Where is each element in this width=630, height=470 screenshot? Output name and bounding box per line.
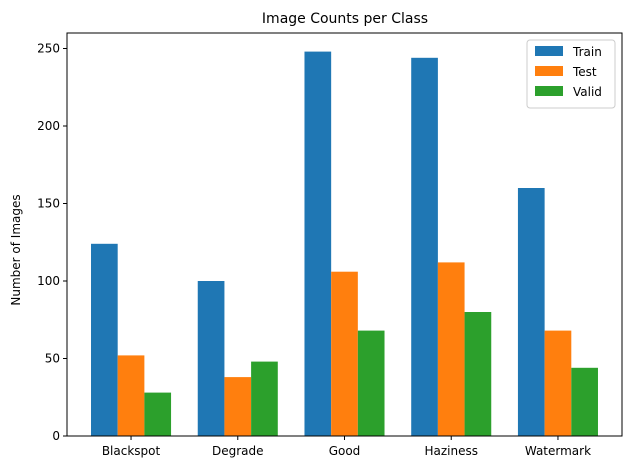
y-tick-label: 0 <box>52 429 60 443</box>
bar-test-watermark <box>544 330 572 436</box>
chart-title: Image Counts per Class <box>262 11 428 27</box>
bar-train-degrade <box>197 281 225 436</box>
bar-valid-watermark <box>571 367 598 436</box>
bar-test-good <box>331 271 358 436</box>
bars-layer <box>91 51 598 437</box>
bar-valid-haziness <box>464 312 492 436</box>
bar-train-watermark <box>517 188 545 436</box>
x-tick-label: Watermark <box>525 444 591 458</box>
bar-valid-degrade <box>251 361 278 436</box>
legend: Train Test Valid <box>526 39 616 109</box>
bar-test-degrade <box>224 377 252 436</box>
legend-swatch-valid <box>535 86 563 96</box>
x-tick-label: Good <box>329 444 361 458</box>
bar-test-haziness <box>437 262 465 436</box>
legend-swatch-train <box>535 46 563 56</box>
legend-label-valid: Valid <box>573 85 602 99</box>
y-tick-label: 200 <box>37 119 60 133</box>
bar-valid-good <box>357 330 385 436</box>
y-tick-label: 150 <box>37 197 60 211</box>
y-tick-label: 250 <box>37 42 60 56</box>
x-tick-label: Degrade <box>212 444 264 458</box>
x-tick-label: Blackspot <box>102 444 161 458</box>
bar-train-blackspot <box>91 243 118 436</box>
x-tick-label: Haziness <box>424 444 478 458</box>
legend-swatch-test <box>535 66 563 76</box>
bar-train-good <box>304 51 332 436</box>
axes-layer: 0 50 100 150 200 250 Blackspot Degrade Good Hazin… <box>37 32 623 458</box>
bar-test-blackspot <box>117 355 145 436</box>
legend-label-test: Test <box>572 65 597 79</box>
y-axis-title: Number of Images <box>9 194 23 305</box>
y-tick-label: 100 <box>37 274 60 288</box>
y-tick-label: 50 <box>45 352 60 366</box>
bar-train-haziness <box>411 57 438 437</box>
legend-label-train: Train <box>572 45 602 59</box>
bar-valid-blackspot <box>144 392 172 436</box>
